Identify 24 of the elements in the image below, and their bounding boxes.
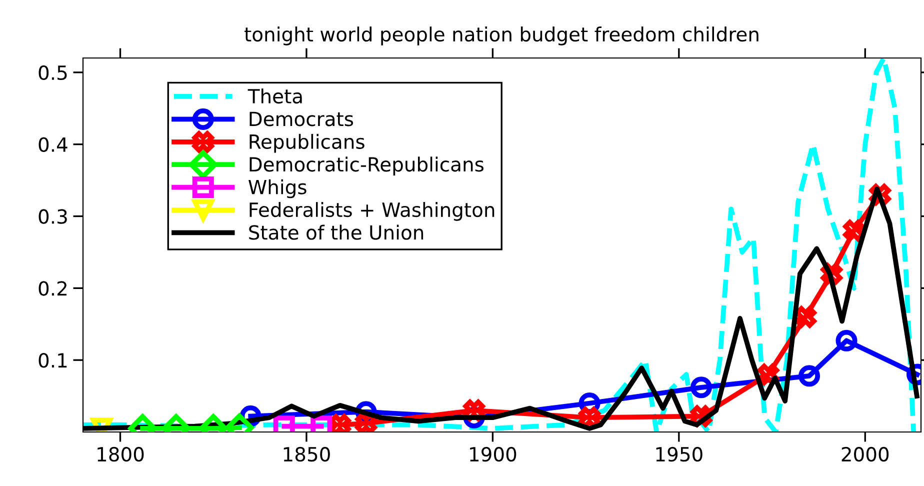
y-tick-label: 0.4 <box>38 137 68 152</box>
legend-label: Theta <box>248 88 302 104</box>
legend-label: Democrats <box>250 112 354 126</box>
legend-label: Whigs <box>248 179 306 198</box>
x-tick-label: 1900 <box>470 446 516 462</box>
point <box>836 330 858 352</box>
legend-label: Democratic-Republicans <box>250 156 484 176</box>
legend-label: State of the Union <box>249 224 424 240</box>
x-tick-label: 1950 <box>656 446 702 462</box>
legend-label: Republicans <box>250 134 364 153</box>
y-tick-label: 0.1 <box>38 353 67 368</box>
point <box>843 220 865 242</box>
legend-label: Federalists + Washington <box>250 202 494 221</box>
x-tick-label: 2000 <box>842 446 889 462</box>
y-tick-label: 0.2 <box>38 281 66 296</box>
line-series <box>83 58 916 432</box>
x-tick-label: 1850 <box>284 446 330 462</box>
point <box>798 365 820 387</box>
point <box>794 306 816 328</box>
point <box>690 376 712 398</box>
y-tick-label: 0.5 <box>38 65 67 80</box>
y-tick-label: 0.3 <box>38 209 67 224</box>
x-tick-label: 1800 <box>98 446 144 462</box>
chart-title: tonight world people nation budget freedom children <box>244 26 758 46</box>
